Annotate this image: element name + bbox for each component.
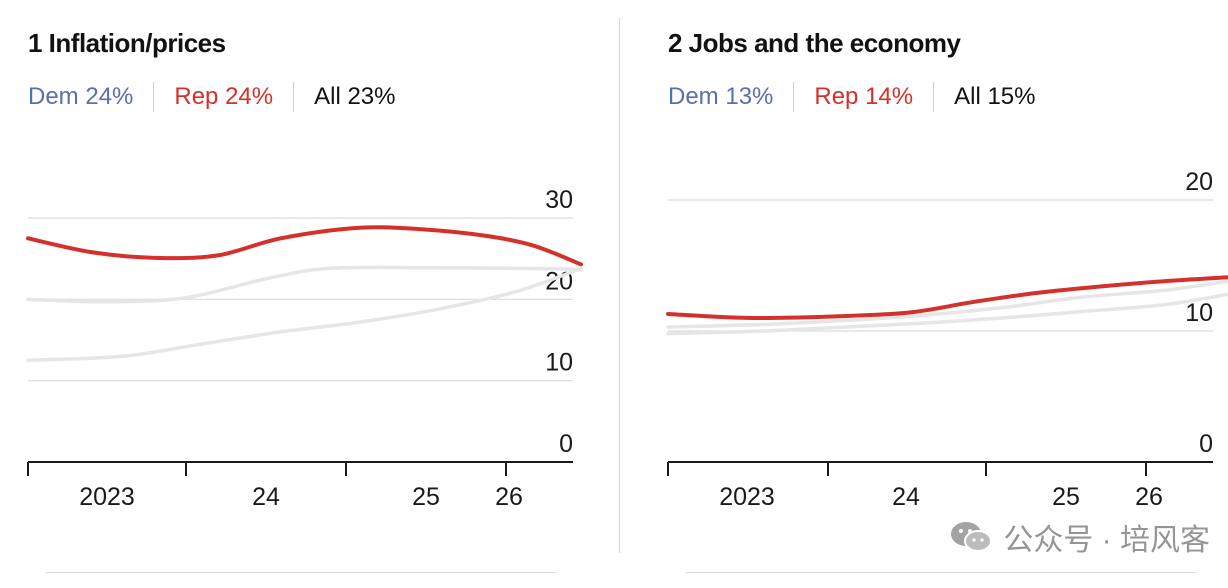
chart-title: 1 Inflation/prices [28, 28, 226, 58]
legend-rep: Rep 14% [793, 82, 933, 112]
line-chart-jobs: 0 10 20 2023 24 25 26 [666, 168, 1228, 511]
series-line-rep [26, 225, 583, 267]
series-line-all [666, 292, 1228, 336]
y-tick-label: 10 [545, 349, 573, 377]
footer-rule-left [46, 572, 556, 573]
chart-title: 2 Jobs and the economy [668, 28, 961, 58]
panel-jobs-economy: 2 Jobs and the economy Dem 13% Rep 14% A… [666, 0, 1228, 588]
x-tick-label: 24 [892, 483, 920, 511]
x-tick-label: 26 [495, 483, 523, 511]
legend-all: All 23% [293, 82, 415, 112]
wechat-icon [949, 519, 993, 555]
x-tick-label: 2023 [719, 483, 775, 511]
legend-all: All 15% [933, 82, 1055, 112]
legend-dem: Dem 24% [28, 83, 134, 110]
x-tick-label: 2023 [79, 483, 135, 511]
chart-legend: Dem 13% Rep 14% All 15% [668, 82, 1055, 112]
legend-dem: Dem 13% [668, 83, 774, 110]
panel-inflation: 1 Inflation/prices Dem 24% Rep 24% All 2… [26, 0, 588, 588]
y-tick-label: 0 [559, 430, 573, 458]
x-tick-label: 25 [412, 483, 440, 511]
x-tick-label: 24 [252, 483, 280, 511]
x-tick-label: 26 [1135, 483, 1163, 511]
watermark: 公众号 · 培风客 [949, 515, 1210, 559]
y-tick-label: 10 [1185, 299, 1213, 327]
legend-rep: Rep 24% [153, 82, 293, 112]
y-tick-label: 20 [1185, 168, 1213, 196]
y-tick-label: 0 [1199, 430, 1213, 458]
x-tick-label: 25 [1052, 483, 1080, 511]
watermark-text: 公众号 · 培风客 [1003, 524, 1210, 557]
series-line-rep [666, 275, 1228, 321]
series-line-dem [666, 279, 1228, 329]
series-line-dem [26, 265, 583, 304]
panel-divider [619, 18, 620, 553]
series-line-all [26, 266, 583, 363]
footer-rule-right [686, 572, 1196, 573]
y-tick-label: 30 [545, 186, 573, 214]
chart-legend: Dem 24% Rep 24% All 23% [28, 82, 415, 112]
